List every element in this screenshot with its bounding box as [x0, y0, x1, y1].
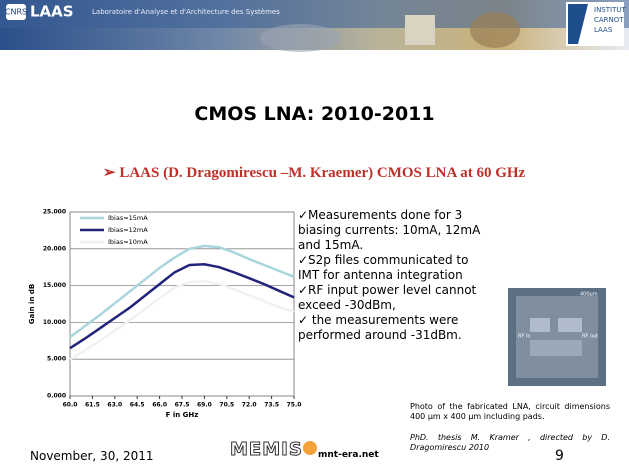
header-banner: CNRS LAAS Laboratoire d'Analyse et d'Arc…: [0, 0, 629, 60]
x-tick-label: 72.0: [242, 402, 257, 409]
era-text: mnt-era.net: [318, 450, 379, 460]
chip-label: 400µm: [580, 292, 598, 298]
x-axis-label: F in GHz: [166, 411, 199, 419]
chip-block: [530, 318, 550, 332]
y-axis-label: Gain in dB: [28, 284, 36, 324]
x-tick-label: 67.5: [175, 402, 190, 409]
y-tick-label: 5.000: [47, 356, 66, 363]
chip-label: RF in: [518, 334, 531, 340]
bullet: ✓S2p files communicated to IMT for anten…: [298, 253, 488, 283]
legend-label: Ibias=15mA: [108, 214, 148, 222]
chip-photo: 400µm RF in RF out: [508, 288, 606, 386]
x-tick-label: 64.5: [130, 402, 145, 409]
x-tick-label: 75.0: [287, 402, 302, 409]
laas-logo: LAAS: [30, 3, 74, 21]
photo-caption: Photo of the fabricated LNA, circuit dim…: [410, 402, 610, 422]
banner-photo: [470, 12, 520, 48]
legend-label: Ibias=12mA: [108, 226, 148, 234]
lab-name: Laboratoire d'Analyse et d'Architecture …: [92, 8, 280, 16]
slide: CNRS LAAS Laboratoire d'Analyse et d'Arc…: [0, 0, 629, 474]
banner-photo: [405, 15, 435, 45]
x-tick-label: 60.0: [63, 402, 78, 409]
x-tick-label: 73.5: [264, 402, 279, 409]
chip-block: [530, 340, 582, 356]
plot-area: [70, 212, 294, 396]
x-tick-label: 61.5: [85, 402, 100, 409]
slide-title: CMOS LNA: 2010-2011: [0, 103, 629, 125]
chip-label: RF out: [582, 334, 598, 340]
y-tick-label: 20.000: [43, 245, 66, 252]
x-tick-label: 69.0: [197, 402, 212, 409]
era-icon: [300, 438, 320, 458]
x-tick-label: 63.0: [107, 402, 122, 409]
legend-label: Ibias=10mA: [108, 238, 148, 246]
era-dot: [303, 441, 317, 455]
carnot-line: LAAS: [594, 26, 613, 34]
subtitle: ➢ LAAS (D. Dragomirescu –M. Kraemer) CMO…: [103, 163, 525, 182]
y-tick-label: 0.000: [47, 393, 66, 400]
cnrs-text: CNRS: [5, 8, 27, 17]
bullet: ✓Measurements done for 3 biasing current…: [298, 208, 488, 253]
y-tick-label: 25.000: [43, 209, 66, 216]
bullet: ✓ the measurements were performed around…: [298, 313, 488, 343]
bullet-list: ✓Measurements done for 3 biasing current…: [298, 208, 488, 343]
page-number: 9: [555, 448, 564, 464]
y-tick-label: 10.000: [43, 319, 66, 326]
y-tick-label: 15.000: [43, 282, 66, 289]
chip-block: [558, 318, 582, 332]
carnot-line: INSTITUT: [594, 6, 626, 14]
bullet: ✓RF input power level cannot exceed -30d…: [298, 283, 488, 313]
x-tick-label: 70.5: [219, 402, 234, 409]
memis-logo: MEMIS: [230, 439, 303, 460]
chart: 0.000 5.000 10.000 15.000 20.000 25.000 60.0 61…: [22, 200, 304, 425]
date: November, 30, 2011: [30, 449, 154, 463]
carnot-line: CARNOT: [594, 16, 624, 24]
x-tick-label: 66.0: [152, 402, 167, 409]
reference: PhD. thesis M. Kramer , directed by D. D…: [410, 433, 610, 453]
banner-photo: [260, 24, 340, 52]
